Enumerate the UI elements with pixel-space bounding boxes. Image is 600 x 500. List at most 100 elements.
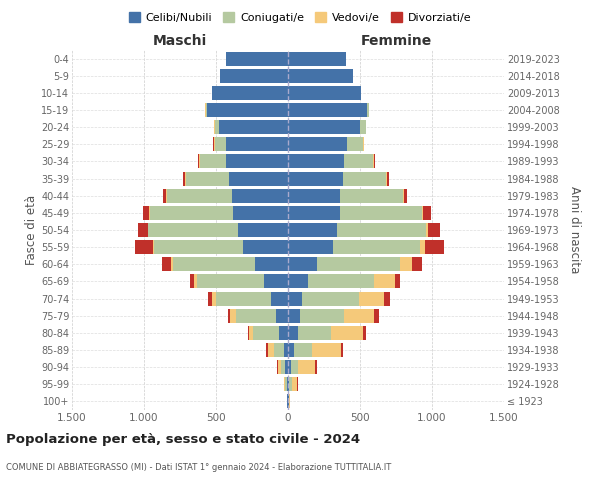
- Bar: [214, 120, 215, 134]
- Bar: [421, 240, 425, 254]
- Bar: [288, 68, 353, 82]
- Bar: [425, 240, 443, 254]
- Bar: [136, 240, 152, 254]
- Bar: [287, 378, 288, 392]
- Bar: [368, 103, 370, 117]
- Bar: [152, 240, 154, 254]
- Bar: [344, 308, 374, 322]
- Bar: [288, 343, 294, 357]
- Bar: [162, 258, 170, 272]
- Bar: [288, 138, 347, 151]
- Bar: [244, 240, 288, 254]
- Bar: [288, 274, 308, 288]
- Bar: [288, 223, 337, 237]
- Bar: [299, 308, 344, 322]
- Bar: [288, 103, 367, 117]
- Bar: [288, 154, 344, 168]
- Bar: [360, 120, 366, 134]
- Text: Maschi: Maschi: [153, 34, 207, 48]
- Bar: [317, 258, 400, 272]
- Bar: [214, 138, 215, 151]
- Bar: [367, 103, 368, 117]
- Bar: [186, 172, 229, 185]
- Bar: [308, 274, 374, 288]
- Bar: [331, 326, 363, 340]
- Bar: [359, 292, 385, 306]
- Bar: [212, 292, 216, 306]
- Text: Femmine: Femmine: [361, 34, 431, 48]
- Bar: [288, 326, 298, 340]
- Bar: [412, 258, 422, 272]
- Bar: [288, 308, 299, 322]
- Bar: [206, 103, 208, 117]
- Bar: [277, 308, 288, 322]
- Bar: [428, 223, 440, 237]
- Bar: [284, 343, 288, 357]
- Bar: [289, 394, 290, 408]
- Bar: [173, 258, 255, 272]
- Bar: [238, 223, 288, 237]
- Bar: [374, 274, 395, 288]
- Bar: [332, 240, 421, 254]
- Bar: [200, 154, 226, 168]
- Y-axis label: Anni di nascita: Anni di nascita: [568, 186, 581, 274]
- Bar: [285, 378, 287, 392]
- Bar: [227, 308, 230, 322]
- Bar: [215, 120, 219, 134]
- Bar: [289, 378, 292, 392]
- Bar: [288, 188, 340, 202]
- Bar: [344, 154, 373, 168]
- Bar: [197, 274, 263, 288]
- Bar: [208, 103, 288, 117]
- Bar: [313, 343, 341, 357]
- Bar: [337, 223, 426, 237]
- Bar: [150, 206, 233, 220]
- Bar: [163, 188, 166, 202]
- Bar: [363, 326, 366, 340]
- Bar: [190, 274, 194, 288]
- Bar: [266, 343, 268, 357]
- Bar: [294, 343, 313, 357]
- Bar: [170, 258, 173, 272]
- Bar: [287, 394, 288, 408]
- Bar: [216, 292, 271, 306]
- Bar: [374, 154, 375, 168]
- Bar: [386, 172, 389, 185]
- Bar: [268, 343, 274, 357]
- Bar: [281, 360, 285, 374]
- Bar: [232, 188, 288, 202]
- Bar: [183, 172, 185, 185]
- Bar: [284, 378, 285, 392]
- Bar: [205, 103, 206, 117]
- Bar: [288, 52, 346, 66]
- Bar: [366, 120, 367, 134]
- Bar: [137, 223, 148, 237]
- Bar: [340, 188, 403, 202]
- Bar: [285, 360, 288, 374]
- Bar: [226, 154, 288, 168]
- Bar: [236, 308, 277, 322]
- Bar: [166, 188, 167, 202]
- Bar: [288, 240, 332, 254]
- Bar: [403, 188, 404, 202]
- Bar: [341, 343, 343, 357]
- Bar: [215, 138, 226, 151]
- Bar: [292, 378, 298, 392]
- Bar: [340, 206, 422, 220]
- Bar: [212, 86, 288, 100]
- Bar: [395, 274, 400, 288]
- Bar: [154, 240, 244, 254]
- Bar: [298, 326, 331, 340]
- Bar: [288, 120, 360, 134]
- Bar: [271, 292, 288, 306]
- Bar: [298, 360, 316, 374]
- Bar: [347, 138, 363, 151]
- Bar: [274, 343, 284, 357]
- Bar: [277, 360, 278, 374]
- Bar: [404, 188, 407, 202]
- Legend: Celibi/Nubili, Coniugati/e, Vedovi/e, Divorziati/e: Celibi/Nubili, Coniugati/e, Vedovi/e, Di…: [124, 8, 476, 28]
- Bar: [373, 154, 374, 168]
- Bar: [233, 206, 288, 220]
- Bar: [302, 292, 359, 306]
- Bar: [194, 274, 197, 288]
